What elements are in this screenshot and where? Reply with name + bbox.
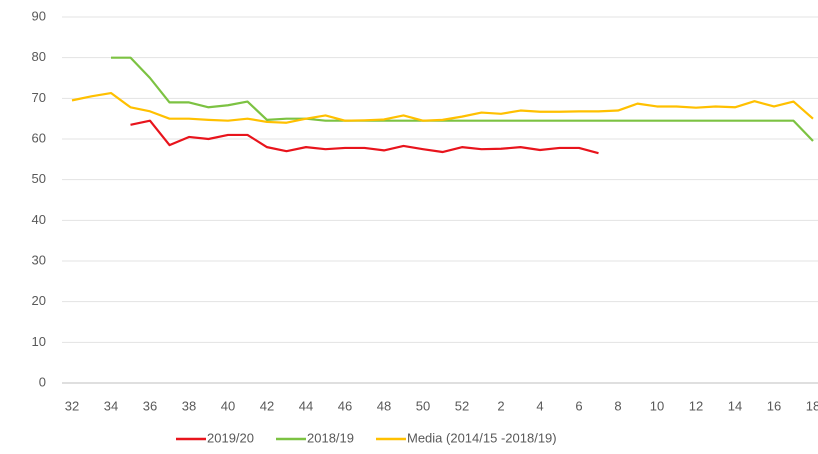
- x-tick-label: 2: [497, 398, 504, 413]
- x-tick-label: 34: [104, 398, 118, 413]
- x-tick-label: 52: [455, 398, 469, 413]
- y-tick-label: 10: [32, 334, 46, 349]
- y-tick-label: 60: [32, 130, 46, 145]
- x-tick-label: 44: [299, 398, 313, 413]
- y-tick-label: 30: [32, 252, 46, 267]
- y-tick-label: 50: [32, 171, 46, 186]
- y-tick-label: 70: [32, 90, 46, 105]
- legend-label: 2018/19: [307, 430, 354, 445]
- y-tick-label: 80: [32, 49, 46, 64]
- x-tick-label: 8: [614, 398, 621, 413]
- y-tick-label: 90: [32, 8, 46, 23]
- series-line: [130, 119, 599, 155]
- x-tick-label: 18: [806, 398, 818, 413]
- legend-label: 2019/20: [207, 430, 254, 445]
- y-tick-label: 40: [32, 212, 46, 227]
- y-tick-label: 0: [39, 374, 46, 389]
- x-tick-label: 16: [767, 398, 781, 413]
- x-tick-label: 14: [728, 398, 742, 413]
- series-line: [111, 56, 814, 142]
- y-tick-label: 20: [32, 293, 46, 308]
- x-tick-label: 12: [689, 398, 703, 413]
- x-tick-label: 36: [143, 398, 157, 413]
- series-line: [71, 91, 814, 124]
- x-tick-label: 10: [650, 398, 664, 413]
- x-tick-label: 40: [221, 398, 235, 413]
- x-tick-label: 4: [536, 398, 543, 413]
- x-tick-label: 38: [182, 398, 196, 413]
- x-tick-label: 6: [575, 398, 582, 413]
- legend-label: Media (2014/15 -2018/19): [407, 430, 557, 445]
- x-tick-label: 32: [65, 398, 79, 413]
- x-tick-label: 50: [416, 398, 430, 413]
- x-tick-label: 46: [338, 398, 352, 413]
- x-tick-label: 48: [377, 398, 391, 413]
- x-tick-label: 42: [260, 398, 274, 413]
